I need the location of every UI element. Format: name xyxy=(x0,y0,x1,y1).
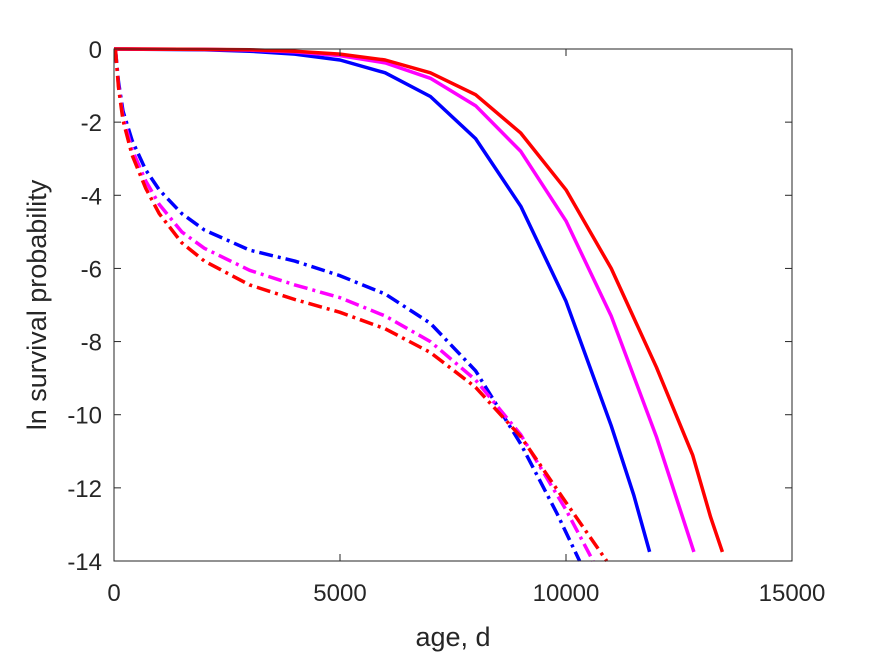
x-tick-label: 5000 xyxy=(313,580,366,607)
series-line-4 xyxy=(113,48,582,562)
x-tick-label: 15000 xyxy=(759,580,826,607)
y-tick-label: -2 xyxy=(81,110,102,137)
x-axis-label: age, d xyxy=(415,622,490,652)
y-tick-label: 0 xyxy=(89,37,102,64)
y-tick-label: -8 xyxy=(81,330,102,357)
y-tick-label: -14 xyxy=(67,549,102,576)
y-axis-ticks: 0 -2 -4 -6 -8 -10 -12 -14 xyxy=(67,37,792,576)
x-tick-label: 10000 xyxy=(533,580,600,607)
plot-frame xyxy=(113,48,793,562)
series-line-3 xyxy=(113,47,725,553)
y-tick-label: -6 xyxy=(81,256,102,283)
y-tick-label: -10 xyxy=(67,403,102,430)
plot-area xyxy=(114,49,792,561)
series-line-6 xyxy=(113,48,609,562)
y-tick-label: -4 xyxy=(81,183,102,210)
y-tick-label: -12 xyxy=(67,476,102,503)
x-tick-label: 0 xyxy=(107,580,120,607)
series-lines xyxy=(113,47,725,562)
x-axis-ticks: 0 5000 10000 15000 xyxy=(107,49,825,607)
y-axis-label: ln survival probability xyxy=(22,179,52,430)
